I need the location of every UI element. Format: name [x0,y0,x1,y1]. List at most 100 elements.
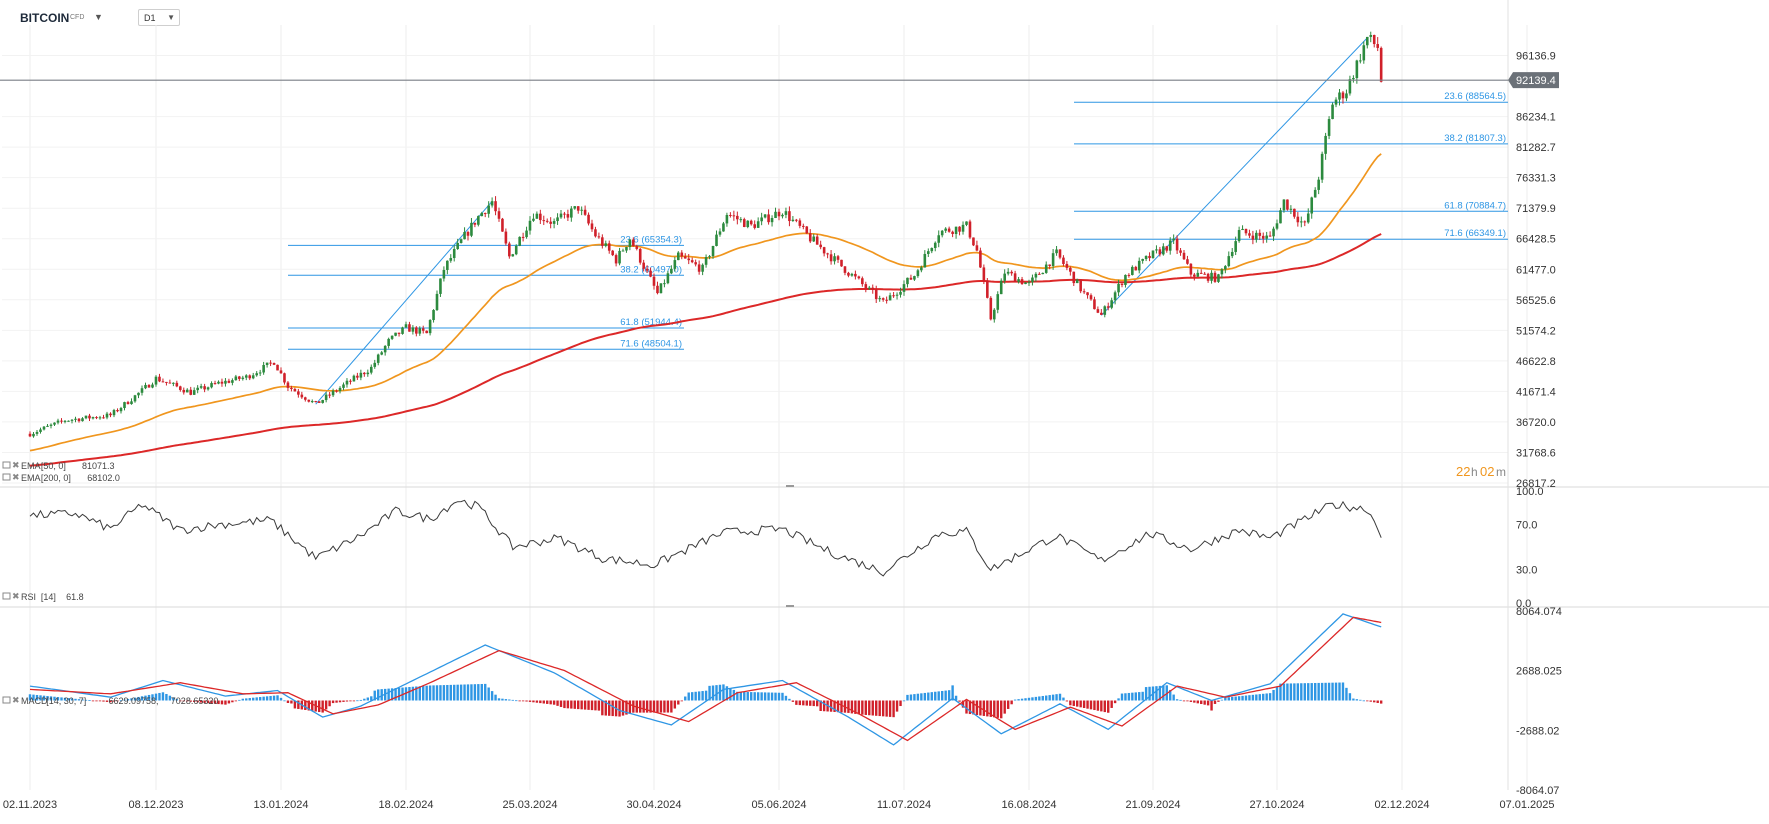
candle-body [549,221,552,224]
macd-histogram-bar [1366,700,1369,702]
candle [847,271,850,278]
candle-body [1027,282,1031,284]
macd-histogram-bar [1227,697,1230,701]
candle [1065,261,1069,271]
macd-histogram-bar [196,700,199,703]
candle [28,431,32,438]
candle [1300,216,1303,228]
candle [1089,293,1093,301]
macd-histogram-bar [1093,700,1096,711]
macd-histogram-bar [753,692,756,701]
candle [736,211,739,225]
candle [532,213,535,222]
candle [1210,270,1213,284]
time-tick-label: 07.01.2025 [1499,799,1554,811]
candle [850,272,854,277]
macd-histogram-bar [206,700,210,704]
candle-body [172,382,175,384]
candle [1286,199,1289,211]
candle [1096,306,1100,314]
ema200-line [29,233,1382,467]
candle-body [913,276,916,280]
candle [1376,37,1379,52]
candle-body [165,381,168,383]
macd-histogram-bar [802,700,805,706]
candle-body [532,218,535,221]
macd-histogram-bar [1348,693,1352,701]
macd-histogram-bar [601,700,604,716]
macd-histogram-bar [397,687,401,701]
candle [446,260,449,275]
remove-icon: ✖ [12,472,20,482]
macd-histogram-bar [304,700,307,710]
candle-body [621,250,625,252]
macd-histogram-bar [1027,697,1031,701]
macd-histogram-bar [1020,698,1024,701]
candle-body [1103,306,1107,315]
macd-histogram-bar [175,699,179,701]
candle-body [638,248,642,263]
candle-body [1331,104,1334,120]
candle-body [601,237,604,246]
candle [1224,265,1227,274]
rsi-panel: 100.0 70.0 30.0 0.0 [29,486,1544,610]
candle-body [490,201,494,206]
macd-histogram-bar [46,696,49,701]
macd-histogram-bar [1062,697,1065,701]
macd-histogram-bar [552,700,556,705]
macd-histogram-bar [53,696,56,701]
candle-body [539,213,542,221]
legend-text: 68102.0 [87,473,120,483]
candle-body [847,272,850,276]
candle-body [656,285,659,294]
candle [1048,264,1051,270]
candle-body [961,224,965,232]
candle [1103,305,1107,318]
macd-histogram-bar [566,700,570,709]
candle-body [359,372,363,378]
candle-body [687,258,691,261]
candle-body [583,209,587,215]
candle-body [286,382,290,388]
candle [32,432,35,438]
macd-histogram-bar [833,700,836,712]
candle-body [70,419,74,421]
macd-histogram-bar [35,694,39,701]
macd-histogram-bar [224,700,227,705]
candle-body [387,338,390,346]
macd-histogram-bar [1117,698,1120,701]
macd-histogram-bar [279,697,283,701]
candle-body [885,299,888,301]
candle [878,295,881,302]
macd-histogram-bar [459,684,463,701]
ema50-legend: ✖ EMA [50, 0] 81071.3 [2,460,115,471]
macd-histogram-bar [673,700,677,709]
candle [220,378,224,387]
candle [1113,290,1117,305]
candle-body [933,242,937,248]
settings-icon [2,592,11,600]
candle [1041,272,1045,275]
macd-histogram-bar [168,695,172,701]
candle [1158,246,1162,257]
candle [345,378,349,388]
candle [642,259,645,272]
macd-histogram-bar [116,700,119,702]
candle-body [518,236,521,246]
macd-histogram-bar [701,691,704,701]
symbol-dropdown-caret-icon[interactable]: ▼ [94,12,103,22]
time-tick-label: 21.09.2024 [1125,799,1180,811]
candle-body [297,391,300,395]
candle-body [98,417,102,419]
candle-body [1100,312,1103,315]
candle-body [331,390,335,396]
candle-body [739,219,743,221]
candle [363,372,366,377]
timeframe-select[interactable]: D1 ▼ [138,9,180,26]
macd-histogram-bar [1313,682,1317,701]
symbol-name[interactable]: BITCOIN [20,11,70,25]
timeframe-caret-icon: ▼ [167,13,175,22]
candle [1359,53,1362,64]
macd-histogram-bar [293,700,297,709]
